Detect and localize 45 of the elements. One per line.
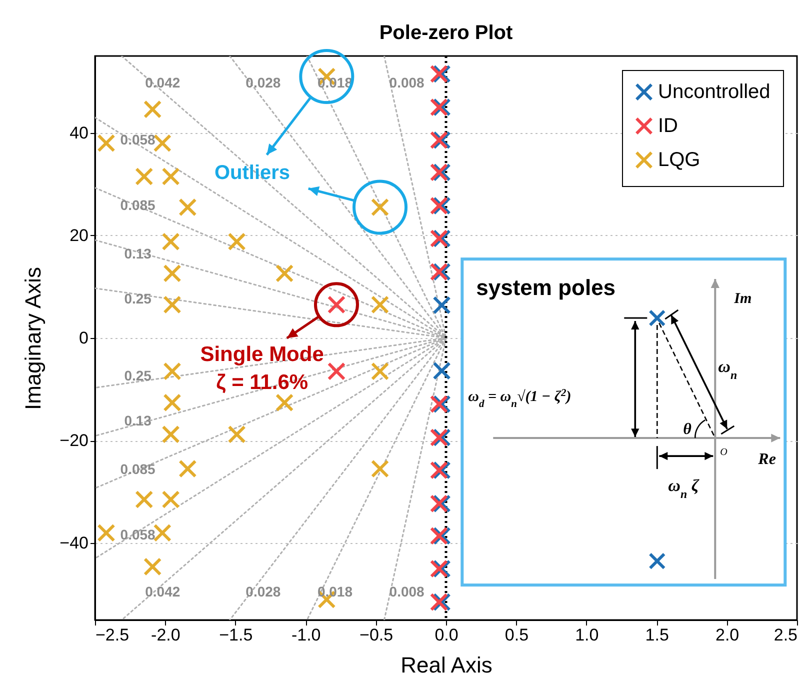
x-tick-label: -1.0 [291,626,321,644]
series-label: 0.028 [246,584,281,600]
x-tick-label: −0.5 [360,626,394,644]
text: 0.13 [124,246,152,262]
series-label: 0.042 [145,584,180,600]
text: 0.058 [120,132,156,148]
series-label: 0.13 [124,412,152,428]
y-axis-title: Imaginary Axis [20,266,46,410]
legend-label: Uncontrolled [658,81,770,103]
text: 0.25 [124,290,152,306]
text: 0.042 [145,74,180,90]
y-tick-label: 0 [79,328,88,348]
x-tick-label: 0.5 [504,626,529,644]
chart-title: Pole-zero Plot [379,22,514,44]
x-tick-label: 2.0 [715,626,740,644]
annotation: ω$_{d}$ = ω$_{n}$√(1 − ζ$^{2}$) [468,388,572,410]
text: 0.028 [246,74,281,90]
x-tick-label: 1.0 [575,626,599,644]
annotation: Re [757,451,776,468]
annotation: system poles [476,275,616,300]
annotation: Outliers [214,162,290,184]
x-tick-label: 2.5 [774,626,798,644]
series-label: 0.058 [120,526,156,542]
annotation: Single Mode [200,342,324,366]
y-tick-label: −20 [60,431,88,450]
annotation: ω$_{n}$ [718,357,738,382]
y-tick-label: 40 [70,123,88,142]
series-label: 0.008 [389,584,425,600]
legend-label: LQG [658,149,700,171]
x-tick-label: -2.0 [151,626,180,644]
x-tick-label: 0.0 [434,626,458,644]
y-tick-label: −40 [60,534,88,553]
annotation: Im [733,291,752,308]
annotation: θ [683,421,692,438]
x-tick-label: 1.5 [645,626,669,644]
series-label: 0.25 [124,368,152,384]
annotation: O [720,447,728,458]
legend-label: ID [658,115,678,137]
text: 0.008 [389,74,424,90]
annotation: ω$_{n}$ ζ [668,476,700,502]
x-axis-title: Real Axis [400,652,492,678]
x-tick-label: −2.5 [96,626,130,644]
annotation: ζ = 11.6% [216,370,308,394]
y-tick-label: 20 [70,226,88,245]
x-tick-label: −1.5 [219,626,253,644]
